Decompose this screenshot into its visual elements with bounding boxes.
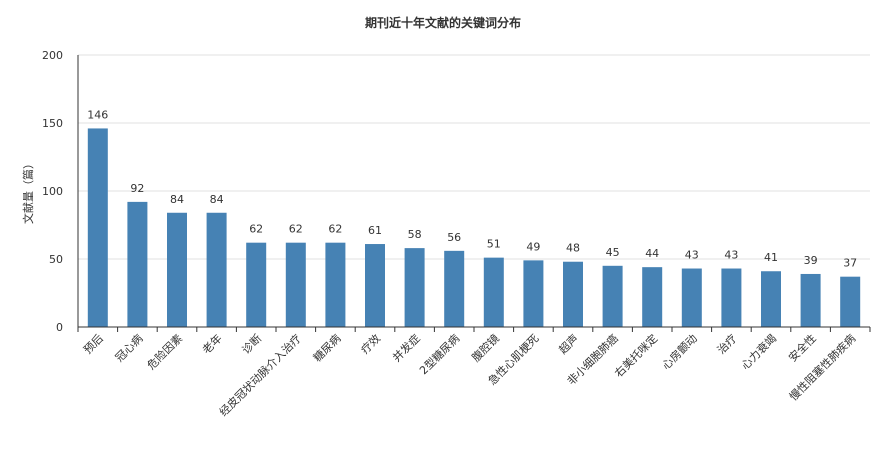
data-label-11: 49 xyxy=(526,240,540,253)
data-label-16: 43 xyxy=(724,249,738,262)
bar-16 xyxy=(721,268,742,327)
gridlines xyxy=(78,54,870,260)
data-label-15: 43 xyxy=(685,249,699,262)
data-label-6: 62 xyxy=(328,223,342,236)
bar-0 xyxy=(87,128,108,327)
data-label-10: 51 xyxy=(487,238,501,251)
bar-14 xyxy=(642,267,663,327)
data-label-17: 41 xyxy=(764,251,778,264)
y-tick-label: 200 xyxy=(42,49,63,62)
data-label-9: 56 xyxy=(447,231,461,244)
data-label-18: 39 xyxy=(804,254,818,267)
data-label-4: 62 xyxy=(249,223,263,236)
data-label-8: 58 xyxy=(408,228,422,241)
y-axis-label: 文献量（篇） xyxy=(21,158,35,224)
x-tick-label-12: 超声 xyxy=(556,331,581,356)
chart-title: 期刊近十年文献的关键词分布 xyxy=(365,15,521,30)
x-tick-label-17: 心力衰竭 xyxy=(738,331,779,372)
x-tick-label-7: 疗效 xyxy=(358,331,383,356)
bars xyxy=(87,128,861,327)
y-tick-label: 100 xyxy=(42,185,63,198)
data-label-3: 84 xyxy=(210,193,224,206)
x-tick-label-1: 冠心病 xyxy=(112,331,145,364)
data-label-1: 92 xyxy=(130,182,144,195)
bar-18 xyxy=(800,273,821,327)
x-tick-label-9: 2型糖尿病 xyxy=(416,331,462,377)
data-label-0: 146 xyxy=(87,108,108,121)
bar-4 xyxy=(246,242,267,327)
y-tick-label: 50 xyxy=(49,253,63,266)
x-tick-label-3: 老年 xyxy=(199,331,224,356)
x-tick-label-4: 诊断 xyxy=(239,331,264,356)
bar-1 xyxy=(127,201,148,327)
y-tick-label: 0 xyxy=(56,321,63,334)
x-tick-label-0: 预后 xyxy=(81,332,106,357)
x-tick-label-8: 并发症 xyxy=(389,331,422,364)
data-label-5: 62 xyxy=(289,223,303,236)
data-labels: 146 92 84 84 62 62 62 61 58 56 51 49 48 45 44 43 43 41 39 3… xyxy=(87,108,857,269)
bar-10 xyxy=(483,257,504,327)
data-label-12: 48 xyxy=(566,242,580,255)
x-tick-label-16: 治疗 xyxy=(714,331,739,356)
bar-6 xyxy=(325,242,346,327)
data-label-2: 84 xyxy=(170,193,184,206)
bar-9 xyxy=(444,250,465,327)
bar-3 xyxy=(206,212,227,327)
bar-8 xyxy=(404,248,425,327)
bar-5 xyxy=(285,242,306,327)
data-label-14: 44 xyxy=(645,247,659,260)
bar-13 xyxy=(602,265,623,327)
x-tick-label-10: 腹腔镜 xyxy=(469,331,502,364)
x-tick-label-19: 慢性阻塞性肺疾病 xyxy=(786,331,858,403)
bar-2 xyxy=(167,212,187,327)
bar-19 xyxy=(840,276,861,327)
y-tick-label: 150 xyxy=(42,117,63,130)
x-tick-label-14: 右美托咪定 xyxy=(612,331,661,380)
bar-11 xyxy=(523,260,544,327)
data-label-7: 61 xyxy=(368,224,382,237)
x-tick-label-18: 安全性 xyxy=(785,331,818,364)
y-axis-ticks: 0 50 100 150 200 xyxy=(42,49,63,334)
x-tick-label-6: 糖尿病 xyxy=(310,331,343,364)
bar-15 xyxy=(681,268,702,327)
bar-12 xyxy=(563,261,583,327)
x-tick-label-2: 危险因素 xyxy=(144,331,185,372)
data-label-13: 45 xyxy=(606,246,620,259)
x-tick-label-15: 心房颤动 xyxy=(659,331,700,372)
bar-7 xyxy=(365,244,385,327)
bar-17 xyxy=(761,271,781,327)
data-label-19: 37 xyxy=(843,257,857,270)
